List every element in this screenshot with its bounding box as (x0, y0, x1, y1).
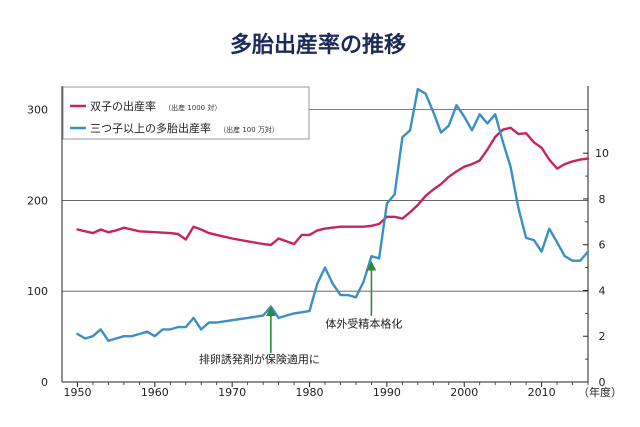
x-tick-label-1990: 1990 (373, 386, 401, 399)
legend: 双子の出産率 （出産 1000 対） 三つ子以上の多胎出産率 （出産 100 万… (62, 86, 310, 140)
y-right-tick-label-4: 4 (599, 284, 606, 297)
y-left-tick-label-200: 200 (27, 194, 48, 207)
legend-box (62, 86, 310, 140)
svg-text:双子の出産率 （出産 1000 対）: 双子の出産率 （出産 1000 対） (90, 95, 221, 114)
x-axis-unit-label: （年度） (578, 385, 622, 399)
y-right-tick-label-2: 2 (599, 330, 606, 343)
y-right-tick-label-10: 10 (595, 147, 609, 160)
annotation-label-ovulation: 排卵誘発剤が保険適用に (199, 352, 320, 366)
series-line-1 (76, 87, 590, 342)
legend-label-twins: 双子の出産率 (90, 99, 156, 113)
y-left-tick-label-300: 300 (27, 104, 48, 117)
y-left-tick-label-100: 100 (27, 285, 48, 298)
x-tick-label-2010: 2010 (528, 386, 556, 399)
axes: 1950 1960 1970 1980 1990 2000 2010 0 100 200 300 0 2… (27, 86, 609, 399)
y-right-tick-label-0: 0 (599, 376, 606, 389)
x-tick-label-1950: 1950 (63, 386, 91, 399)
series-layer (76, 87, 590, 342)
legend-label-triplets: 三つ子以上の多胎出産率 (90, 121, 211, 135)
x-tick-label-1980: 1980 (296, 386, 324, 399)
annotations: 排卵誘発剤が保険適用に 体外受精本格化 (199, 260, 402, 366)
y-right-tick-label-6: 6 (599, 239, 606, 252)
x-tick-label-1960: 1960 (141, 386, 169, 399)
x-tick-label-2000: 2000 (450, 386, 478, 399)
series-line-0 (76, 126, 590, 247)
legend-unit-twins: （出産 1000 対） (164, 103, 221, 112)
chart-title: 多胎出産率の推移 (230, 32, 406, 58)
y-left-tick-label-0: 0 (41, 376, 48, 389)
svg-text:三つ子以上の多胎出産率 （出産 100 万対）: 三つ子以上の多胎出産率 （出産 100 万対） (90, 117, 279, 136)
legend-unit-triplets: （出産 100 万対） (219, 125, 279, 134)
x-tick-label-1970: 1970 (218, 386, 246, 399)
y-right-tick-label-8: 8 (599, 193, 606, 206)
annotation-label-ivf: 体外受精本格化 (325, 317, 402, 331)
